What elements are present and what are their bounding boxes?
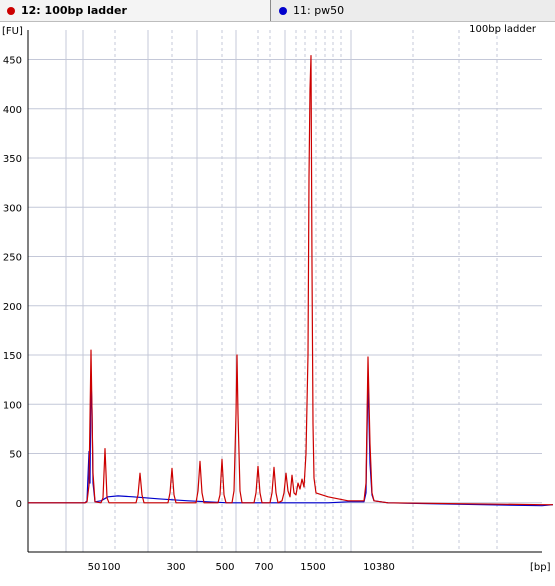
x-tick-label: 500	[215, 562, 234, 573]
tab-label: 12: 100bp ladder	[21, 4, 127, 17]
y-tick-label: 200	[3, 302, 22, 313]
x-tick-label: 700	[254, 562, 273, 573]
tab-100bp-ladder[interactable]: 12: 100bp ladder	[0, 0, 271, 21]
y-axis-unit-label: [FU]	[2, 26, 23, 37]
x-tick-label: 100	[101, 562, 120, 573]
y-tick-labels: 0 50 100 150 200 250 300 350 400 450	[3, 56, 22, 510]
x-tick-label: 1500	[300, 562, 325, 573]
y-tick-label: 0	[16, 499, 22, 510]
tab-pw50[interactable]: 11: pw50	[272, 0, 555, 21]
y-tick-label: 50	[9, 450, 22, 461]
tab-label: 11: pw50	[293, 4, 345, 17]
y-tick-label: 400	[3, 105, 22, 116]
blue-dot-icon	[279, 6, 287, 15]
red-dot-icon	[7, 6, 15, 15]
x-tick-label: 10380	[363, 562, 395, 573]
x-tick-label: 50	[88, 562, 101, 573]
y-tick-label: 250	[3, 253, 22, 264]
ladder-trace	[28, 55, 553, 506]
x-tick-label: 300	[166, 562, 185, 573]
y-tick-label: 350	[3, 154, 22, 165]
y-tick-label: 100	[3, 400, 22, 411]
series-lines	[28, 55, 554, 507]
sample-tab-bar: 12: 100bp ladder 11: pw50	[0, 0, 555, 22]
y-tick-label: 150	[3, 351, 22, 362]
x-tick-labels: 50 100 300 500 700 1500 10380	[88, 562, 395, 573]
x-axis-unit-label: [bp]	[530, 562, 551, 573]
y-tick-label: 300	[3, 203, 22, 214]
y-tick-label: 450	[3, 56, 22, 67]
chart-title: 100bp ladder	[469, 24, 537, 35]
